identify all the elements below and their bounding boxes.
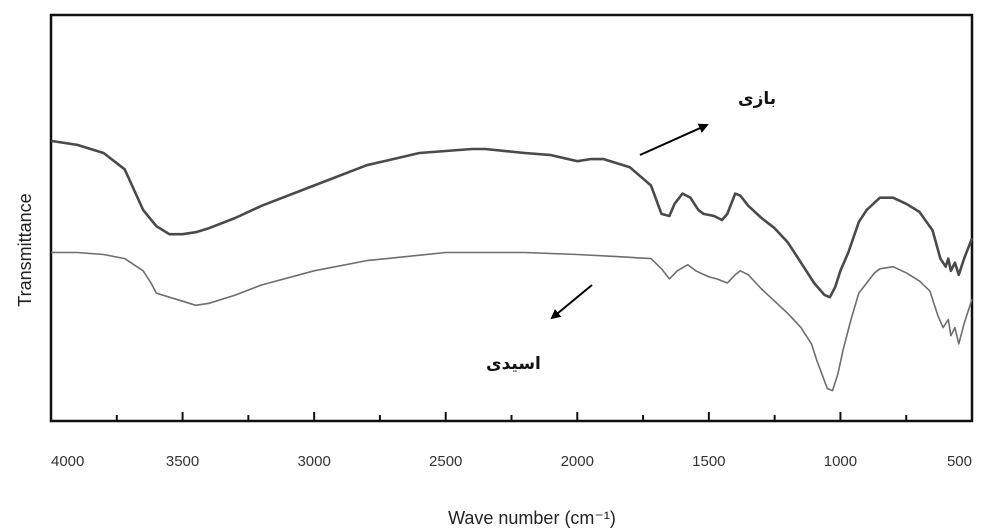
annotation-acidic-arrow [550, 284, 593, 320]
x-tick-label: 500 [947, 453, 972, 470]
series-line-basic [50, 139, 974, 299]
x-tick-label: 3500 [166, 453, 199, 470]
series-line-acidic [51, 251, 973, 392]
x-minor-ticks [115, 415, 908, 421]
x-tick-label: 2500 [429, 453, 462, 470]
annotation-basic-label: بازی [738, 89, 776, 109]
x-tick-label: 4000 [51, 453, 84, 470]
annotation-basic-arrow [639, 123, 709, 156]
x-axis-title: Wave number (cm⁻¹) [448, 508, 616, 528]
y-axis-title: Transmittance [15, 193, 35, 306]
x-tick-label: 1000 [824, 453, 857, 470]
annotation-acidic-label: اسیدی [486, 354, 541, 374]
x-major-ticks [50, 412, 973, 421]
x-tick-label: 2000 [561, 453, 594, 470]
series-layer [50, 139, 974, 392]
x-tick-label: 3000 [297, 453, 330, 470]
x-tick-labels: 4000 3500 3000 2500 2000 1500 1000 500 [51, 453, 972, 470]
x-tick-label: 1500 [692, 453, 725, 470]
